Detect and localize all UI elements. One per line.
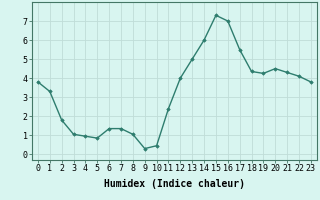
X-axis label: Humidex (Indice chaleur): Humidex (Indice chaleur): [104, 179, 245, 189]
